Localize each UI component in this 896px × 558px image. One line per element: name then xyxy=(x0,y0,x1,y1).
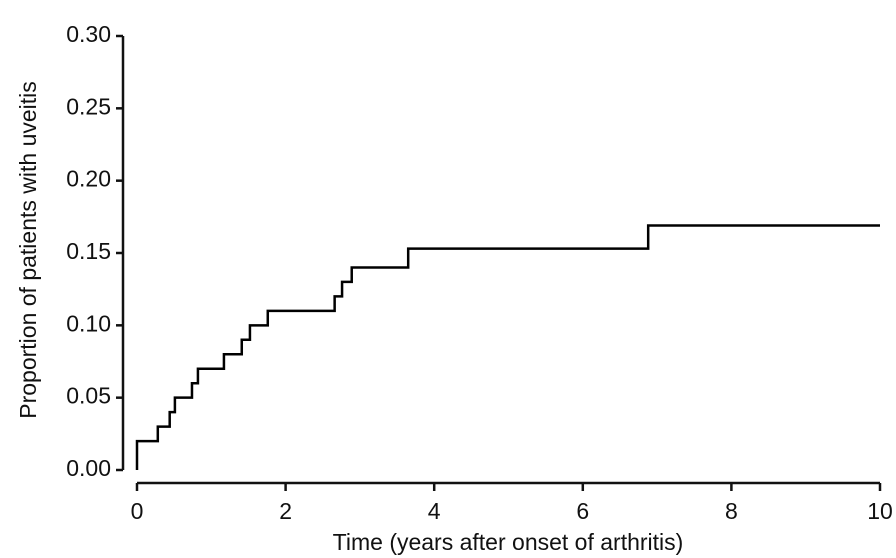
y-tick-label: 0.00 xyxy=(66,455,111,481)
x-tick-label: 8 xyxy=(725,498,738,524)
y-tick-label: 0.15 xyxy=(66,238,111,264)
y-tick-label: 0.20 xyxy=(66,166,111,192)
x-tick-label: 6 xyxy=(576,498,589,524)
y-tick-label: 0.10 xyxy=(66,310,111,336)
y-tick-label: 0.30 xyxy=(66,21,111,47)
y-tick-label: 0.25 xyxy=(66,93,111,119)
x-tick-label: 10 xyxy=(867,498,893,524)
survival-step-line xyxy=(135,224,880,470)
y-axis-title: Proportion of patients with uveitis xyxy=(15,81,41,419)
x-tick-label: 0 xyxy=(131,498,144,524)
x-axis-title: Time (years after onset of arthritis) xyxy=(333,529,684,555)
x-tick-label: 2 xyxy=(279,498,292,524)
x-tick-label: 4 xyxy=(428,498,441,524)
y-tick-label: 0.05 xyxy=(66,383,111,409)
